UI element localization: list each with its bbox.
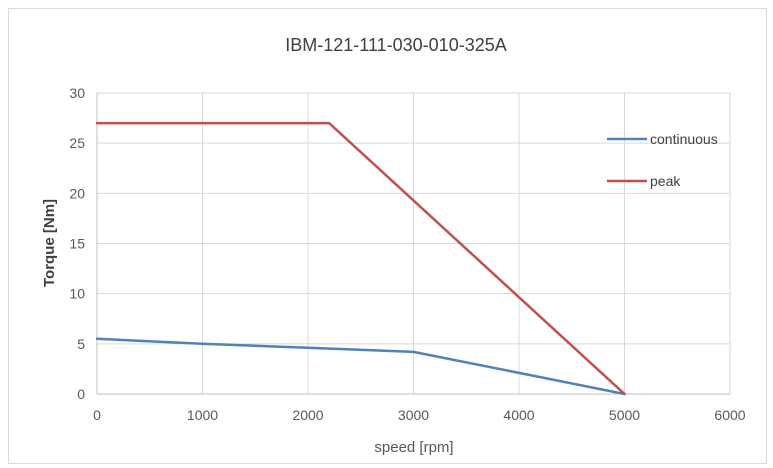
y-tick-label: 20 xyxy=(69,185,85,201)
chart-title: IBM-121-111-030-010-325A xyxy=(285,35,506,55)
x-axis-label: speed [rpm] xyxy=(374,439,453,456)
y-tick-label: 15 xyxy=(69,236,85,252)
legend: continuous peak xyxy=(607,131,718,189)
legend-label-continuous: continuous xyxy=(650,131,718,147)
x-tick-label: 6000 xyxy=(714,407,745,423)
y-tick-label: 5 xyxy=(77,336,85,352)
series-line-peak xyxy=(95,121,626,396)
x-tick-label: 0 xyxy=(93,407,101,423)
x-tick-label: 1000 xyxy=(187,407,218,423)
y-tick-label: 30 xyxy=(69,85,85,101)
x-tick-label: 2000 xyxy=(292,407,323,423)
series-line-continuous xyxy=(95,337,626,396)
y-tick-label: 25 xyxy=(69,135,85,151)
x-tick-label: 5000 xyxy=(609,407,640,423)
y-tick-label: 0 xyxy=(77,386,85,402)
x-tick-label: 4000 xyxy=(503,407,534,423)
y-axis-label: Torque [Nm] xyxy=(41,199,58,287)
series-lines xyxy=(95,121,626,396)
y-tick-label: 10 xyxy=(69,286,85,302)
legend-label-peak: peak xyxy=(650,173,681,189)
x-tick-label: 3000 xyxy=(398,407,429,423)
tick-labels: 0 1000 2000 3000 4000 5000 6000 0 5 10 15 20 25 30 xyxy=(69,85,745,423)
chart-frame xyxy=(8,8,767,464)
